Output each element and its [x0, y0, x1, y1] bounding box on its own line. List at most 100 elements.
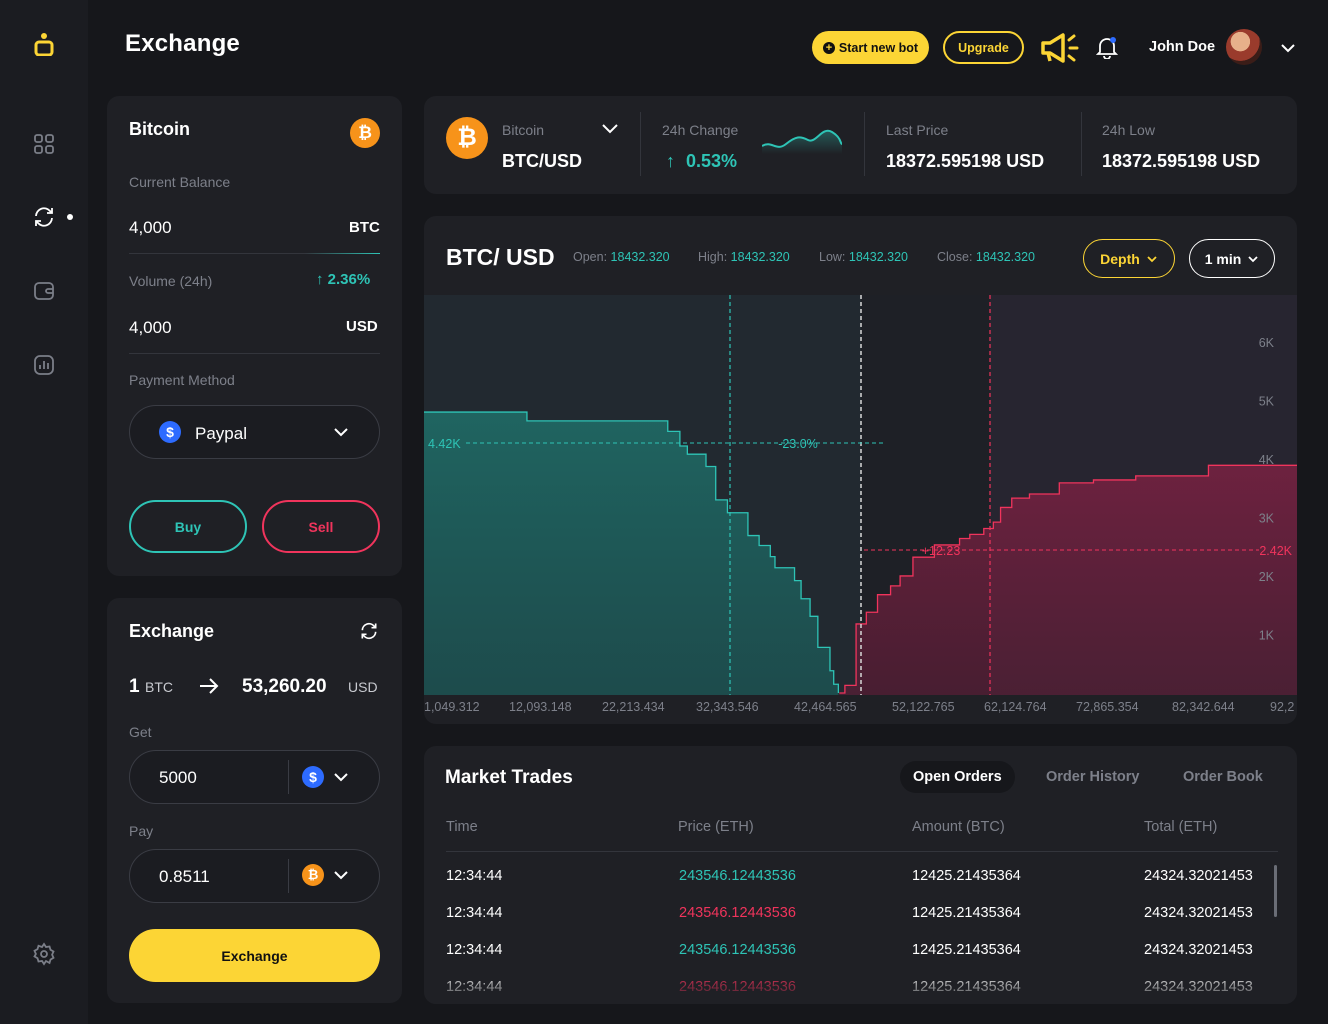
sell-button[interactable]: Sell: [262, 500, 380, 553]
current-balance-label: Current Balance: [129, 174, 231, 190]
chevron-down-icon: [1147, 255, 1157, 262]
pay-label: Pay: [129, 823, 154, 839]
sidebar: [0, 0, 88, 1024]
volume-label: Volume (24h): [129, 273, 213, 289]
ticker-card: [424, 96, 1297, 194]
payment-method-value: Paypal: [195, 424, 247, 443]
open-stat: Open: 18432.320: [573, 250, 670, 264]
interval-dropdown[interactable]: 1 min: [1189, 239, 1275, 278]
market-trades-title: Market Trades: [445, 767, 573, 788]
arrow-right-icon: [200, 678, 219, 694]
chevron-down-icon[interactable]: [333, 867, 349, 883]
low-value: 18372.595198 USD: [1102, 151, 1261, 171]
chevron-down-icon: [1248, 255, 1258, 262]
divider: [288, 859, 289, 893]
y-tick-label: 4K: [1259, 453, 1275, 467]
close-label: Close:: [937, 250, 973, 264]
from-amount: 1: [129, 676, 140, 697]
divider: [640, 112, 641, 176]
avatar[interactable]: [1226, 29, 1262, 65]
settings-icon[interactable]: [32, 942, 56, 966]
chevron-down-icon[interactable]: [333, 424, 349, 440]
divider: [288, 760, 289, 794]
chart-nav-icon[interactable]: [32, 353, 56, 377]
price-cell: 243546.12443536: [679, 868, 796, 884]
y-tick-label: 2K: [1259, 570, 1275, 584]
amount-cell: 12425.21435364: [912, 868, 1021, 884]
high-value: 18432.320: [730, 250, 790, 264]
refresh-icon[interactable]: [359, 621, 379, 641]
chart-title: BTC/ USD: [446, 244, 555, 270]
exchange-button[interactable]: Exchange: [129, 929, 380, 982]
volume-change-value: 2.36%: [327, 271, 371, 288]
divider: [864, 112, 865, 176]
dollar-icon: $: [159, 421, 181, 443]
depth-dropdown[interactable]: Depth: [1083, 239, 1175, 278]
depth-dropdown-label: Depth: [1100, 250, 1140, 267]
change-value: ↑ 0.53%: [666, 151, 737, 172]
y-tick-label: 1K: [1259, 628, 1275, 642]
tab-order-book[interactable]: Order Book: [1183, 769, 1263, 785]
x-tick-label: 82,342.644: [1172, 700, 1235, 714]
arrow-up-icon: ↑: [666, 151, 675, 171]
pay-value[interactable]: 0.8511: [159, 867, 210, 886]
amount-cell: 12425.21435364: [912, 905, 1021, 921]
chevron-down-icon[interactable]: [601, 121, 619, 137]
bid-depth-line: [424, 411, 840, 693]
x-tick-label: 32,343.546: [696, 700, 759, 714]
logo-icon[interactable]: [32, 32, 56, 56]
y-tick-label: 5K: [1259, 394, 1275, 408]
chevron-down-icon[interactable]: [1278, 38, 1298, 58]
column-header-total: Total (ETH): [1144, 819, 1218, 835]
exchange-nav-icon[interactable]: [32, 205, 56, 229]
dashboard-icon[interactable]: [32, 132, 56, 156]
dollar-icon: $: [302, 766, 324, 788]
start-bot-label: Start new bot: [838, 40, 919, 55]
column-header-time: Time: [446, 819, 478, 835]
divider: [129, 253, 380, 254]
tab-order-history[interactable]: Order History: [1046, 769, 1140, 785]
column-header-amount: Amount (BTC): [912, 819, 1005, 835]
x-tick-label: 72,865.354: [1076, 700, 1139, 714]
price-cell: 243546.12443536: [679, 942, 796, 958]
volume-value: 4,000: [129, 318, 172, 337]
open-value: 18432.320: [610, 250, 670, 264]
divider: [446, 851, 1278, 852]
x-tick-label: 42,464.565: [794, 700, 857, 714]
time-cell: 12:34:44: [446, 868, 503, 884]
plus-icon: +: [822, 41, 835, 54]
tab-open-orders[interactable]: Open Orders: [900, 761, 1015, 793]
divider: [1081, 112, 1082, 176]
y-tick-label: 6K: [1259, 336, 1275, 350]
megaphone-icon[interactable]: [1040, 31, 1082, 65]
bell-icon[interactable]: [1096, 35, 1118, 59]
total-cell: 24324.32021453: [1144, 942, 1253, 958]
bid-depth-area: [424, 412, 839, 695]
active-indicator: [67, 214, 73, 220]
change-value-text: 0.53%: [686, 151, 738, 171]
wallet-icon[interactable]: [32, 279, 56, 303]
coin-name: Bitcoin: [129, 119, 190, 139]
close-value: 18432.320: [975, 250, 1036, 264]
close-stat: Close: 18432.320: [937, 250, 1035, 264]
upgrade-button[interactable]: Upgrade: [943, 31, 1024, 64]
amount-cell: 12425.21435364: [912, 942, 1021, 958]
x-tick-label: 62,124.764: [984, 700, 1047, 714]
get-value[interactable]: 5000: [159, 768, 197, 787]
from-unit: BTC: [145, 679, 173, 695]
scrollbar[interactable]: [1274, 865, 1277, 917]
x-tick-label: 12,093.148: [509, 700, 572, 714]
chevron-down-icon[interactable]: [333, 769, 349, 785]
x-tick-label: 92,2: [1270, 700, 1295, 714]
get-label: Get: [129, 724, 152, 740]
start-bot-button[interactable]: + Start new bot: [812, 31, 929, 64]
ask-depth-area: [839, 465, 1297, 695]
total-cell: 24324.32021453: [1144, 868, 1253, 884]
depth-chart-plot[interactable]: 4.42K -23.0% +12.23 2.42K 6K 5K 4K 3K 2K 1K: [424, 295, 1297, 695]
volume-change: ↑ 2.36%: [316, 271, 370, 288]
bitcoin-icon: ₿: [350, 118, 380, 148]
interval-dropdown-label: 1 min: [1204, 250, 1242, 267]
buy-button[interactable]: Buy: [129, 500, 247, 553]
user-name[interactable]: John Doe: [1149, 39, 1216, 55]
sparkline: [762, 129, 842, 154]
